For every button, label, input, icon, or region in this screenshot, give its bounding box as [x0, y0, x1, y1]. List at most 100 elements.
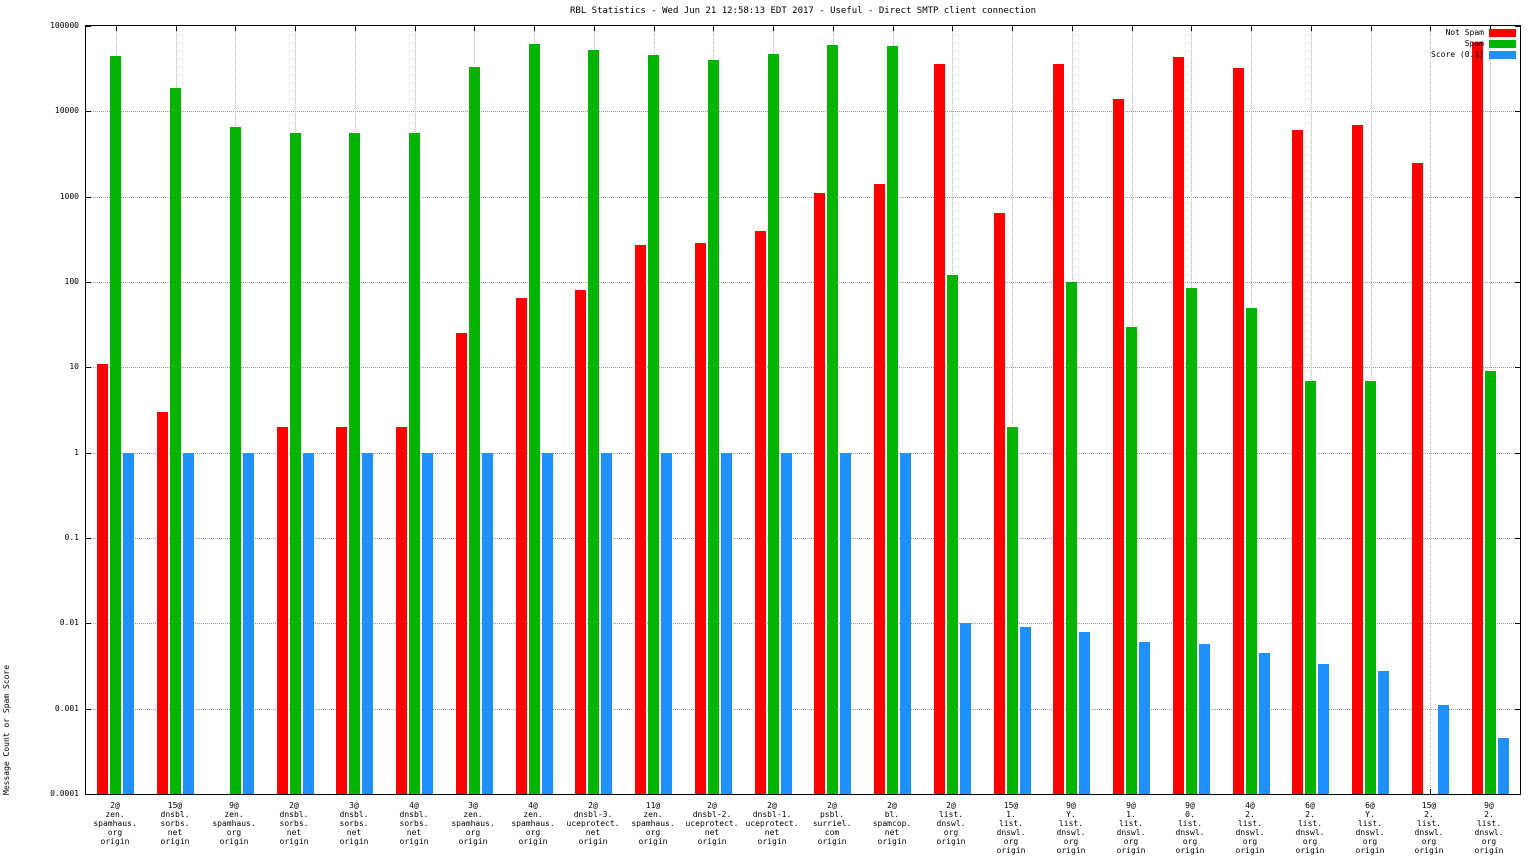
- x-tick-label: 9@ 0. list. dnswl. org origin: [1161, 801, 1219, 855]
- bar-score-0-1: [1019, 627, 1031, 794]
- x-tick-label: 2@ dnsbl-3. uceprotect. net origin: [564, 801, 622, 846]
- x-tick-label: 2@ psbl. surriel. com origin: [803, 801, 861, 846]
- y-tick-mark: [86, 26, 91, 27]
- x-tick-mark: [1012, 26, 1013, 31]
- x-tick-label-line: 0.: [1185, 810, 1195, 819]
- x-tick-label-line: dnswl.: [1355, 828, 1385, 837]
- x-tick-label-line: sorbs.: [399, 819, 429, 828]
- x-tick-label-line: origin: [518, 837, 548, 846]
- bar-score-0-1: [1079, 631, 1091, 794]
- x-tick-label-line: zen.: [105, 810, 125, 819]
- x-tick-mark: [295, 26, 296, 31]
- x-tick-mark: [235, 26, 236, 31]
- x-tick-label: 11@ zen. spamhaus. org origin: [624, 801, 682, 846]
- x-tick-label-line: dnswl.: [1295, 828, 1325, 837]
- x-tick-label: 15@ 2. list. dnswl. org origin: [1400, 801, 1458, 855]
- bar-spam: [827, 44, 839, 794]
- x-tick-label: 4@ zen. spamhaus. org origin: [504, 801, 562, 846]
- x-tick-label-line: 2@: [289, 801, 299, 810]
- x-tick-label-line: org: [1182, 837, 1198, 846]
- bar-not-spam: [1053, 63, 1065, 794]
- x-tick-label-line: dnsbl.: [160, 810, 190, 819]
- x-tick-mark: [1191, 26, 1192, 31]
- x-tick-label-line: origin: [458, 837, 488, 846]
- gridline-horizontal: [86, 538, 1520, 539]
- x-tick-label-line: org: [226, 828, 242, 837]
- x-tick-label-line: surriel.: [812, 819, 852, 828]
- bar-score-0-1: [183, 452, 195, 794]
- y-tick-mark: [1515, 111, 1520, 112]
- gridline-horizontal: [86, 709, 1520, 710]
- x-tick-label-line: 4@: [1245, 801, 1255, 810]
- x-tick-label-line: dnsbl-3.: [573, 810, 613, 819]
- bar-spam: [887, 46, 899, 794]
- bar-spam: [528, 43, 540, 794]
- bar-not-spam: [1292, 130, 1304, 794]
- bar-not-spam: [993, 212, 1005, 794]
- legend-item-spam: Spam: [1368, 38, 1516, 49]
- bar-not-spam: [1352, 124, 1364, 794]
- x-tick-label-line: uceprotect.: [745, 819, 799, 828]
- x-tick-label-line: origin: [1056, 846, 1086, 855]
- x-tick-label-line: net: [346, 828, 362, 837]
- y-tick-mark: [1515, 709, 1520, 710]
- y-tick-mark: [86, 367, 91, 368]
- bar-not-spam: [97, 363, 109, 794]
- x-tick-label-line: net: [167, 828, 183, 837]
- bar-spam: [648, 54, 660, 794]
- x-tick-label-line: 9@: [1126, 801, 1136, 810]
- x-tick-label-line: origin: [219, 837, 249, 846]
- bar-not-spam: [575, 290, 587, 794]
- x-tick-label-line: spamcop.: [872, 819, 912, 828]
- x-tick-label: 2@ dnsbl-1. uceprotect. net origin: [743, 801, 801, 846]
- x-tick-label-line: 4@: [409, 801, 419, 810]
- x-tick-mark: [1132, 26, 1133, 31]
- bar-not-spam: [933, 63, 945, 794]
- bar-score-0-1: [840, 452, 852, 794]
- x-tick-label-line: origin: [757, 837, 787, 846]
- x-tick-label-line: origin: [100, 837, 130, 846]
- x-tick-label-line: 9@: [1066, 801, 1076, 810]
- bar-score-0-1: [362, 452, 374, 794]
- x-tick-label-line: origin: [817, 837, 847, 846]
- x-tick-label: 9@ zen. spamhaus. org origin: [205, 801, 263, 846]
- x-tick-label-line: 1.: [1126, 810, 1136, 819]
- bar-spam: [946, 275, 958, 794]
- bar-spam: [229, 127, 241, 794]
- x-tick-label-line: uceprotect.: [685, 819, 739, 828]
- gridline-horizontal: [86, 453, 1520, 454]
- x-tick-label-line: origin: [638, 837, 668, 846]
- x-tick-label-line: uceprotect.: [566, 819, 620, 828]
- x-tick-label-line: net: [406, 828, 422, 837]
- bar-spam: [1305, 380, 1317, 794]
- x-tick-label-line: list.: [1297, 819, 1323, 828]
- bar-not-spam: [754, 230, 766, 794]
- bar-spam: [1006, 426, 1018, 794]
- bar-score-0-1: [1139, 642, 1151, 794]
- bar-spam: [289, 133, 301, 794]
- x-tick-label-line: 15@: [1003, 801, 1019, 810]
- x-tick-label: 2@ list. dnswl. org origin: [922, 801, 980, 846]
- legend-swatch-score: [1489, 50, 1516, 59]
- bar-score-0-1: [1198, 643, 1210, 794]
- x-tick-label: 2@ dnsbl. sorbs. net origin: [265, 801, 323, 846]
- x-tick-label-line: org: [1123, 837, 1139, 846]
- x-tick-label-line: org: [107, 828, 123, 837]
- y-tick-label: 0.0001: [50, 789, 79, 798]
- y-tick-mark: [86, 197, 91, 198]
- bar-score-0-1: [900, 452, 912, 794]
- y-tick-mark: [1515, 538, 1520, 539]
- x-tick-label-line: list.: [1058, 819, 1084, 828]
- legend: Not Spam Spam Score (0.1): [1368, 27, 1516, 60]
- x-tick-label-line: 4@: [528, 801, 538, 810]
- y-tick-mark: [86, 794, 91, 795]
- x-tick-mark: [833, 26, 834, 31]
- x-tick-label-line: 1.: [1006, 810, 1016, 819]
- x-tick-label-line: 6@: [1305, 801, 1315, 810]
- bar-score-0-1: [1318, 664, 1330, 794]
- x-tick-label: 15@ 1. list. dnswl. org origin: [982, 801, 1040, 855]
- x-tick-label-line: list.: [1357, 819, 1383, 828]
- x-tick-label-line: 9@: [229, 801, 239, 810]
- x-tick-label-line: 11@: [645, 801, 661, 810]
